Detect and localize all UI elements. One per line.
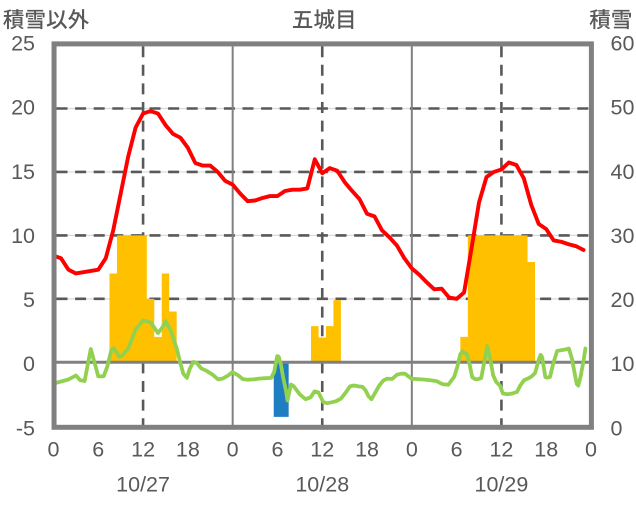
svg-text:6: 6: [451, 437, 463, 461]
svg-text:30: 30: [611, 224, 635, 248]
svg-text:10/28: 10/28: [295, 472, 349, 496]
svg-text:-5: -5: [16, 416, 35, 440]
svg-text:40: 40: [611, 160, 635, 184]
svg-text:18: 18: [176, 437, 200, 461]
svg-text:20: 20: [611, 288, 635, 312]
svg-text:20: 20: [11, 96, 35, 120]
svg-text:60: 60: [611, 31, 635, 55]
svg-text:0: 0: [48, 437, 60, 461]
svg-text:10: 10: [611, 352, 635, 376]
svg-text:18: 18: [534, 437, 558, 461]
svg-text:5: 5: [23, 288, 35, 312]
svg-text:0: 0: [23, 352, 35, 376]
svg-text:0: 0: [585, 437, 597, 461]
svg-text:18: 18: [355, 437, 379, 461]
svg-text:10: 10: [11, 224, 35, 248]
svg-text:0: 0: [611, 416, 623, 440]
svg-text:0: 0: [406, 437, 418, 461]
svg-text:10/29: 10/29: [475, 472, 529, 496]
svg-text:25: 25: [11, 31, 35, 55]
svg-text:12: 12: [489, 437, 513, 461]
svg-text:12: 12: [310, 437, 334, 461]
svg-text:6: 6: [92, 437, 104, 461]
svg-text:0: 0: [227, 437, 239, 461]
svg-text:50: 50: [611, 96, 635, 120]
svg-text:12: 12: [131, 437, 155, 461]
svg-text:15: 15: [11, 160, 35, 184]
svg-text:6: 6: [271, 437, 283, 461]
svg-text:10/27: 10/27: [116, 472, 170, 496]
